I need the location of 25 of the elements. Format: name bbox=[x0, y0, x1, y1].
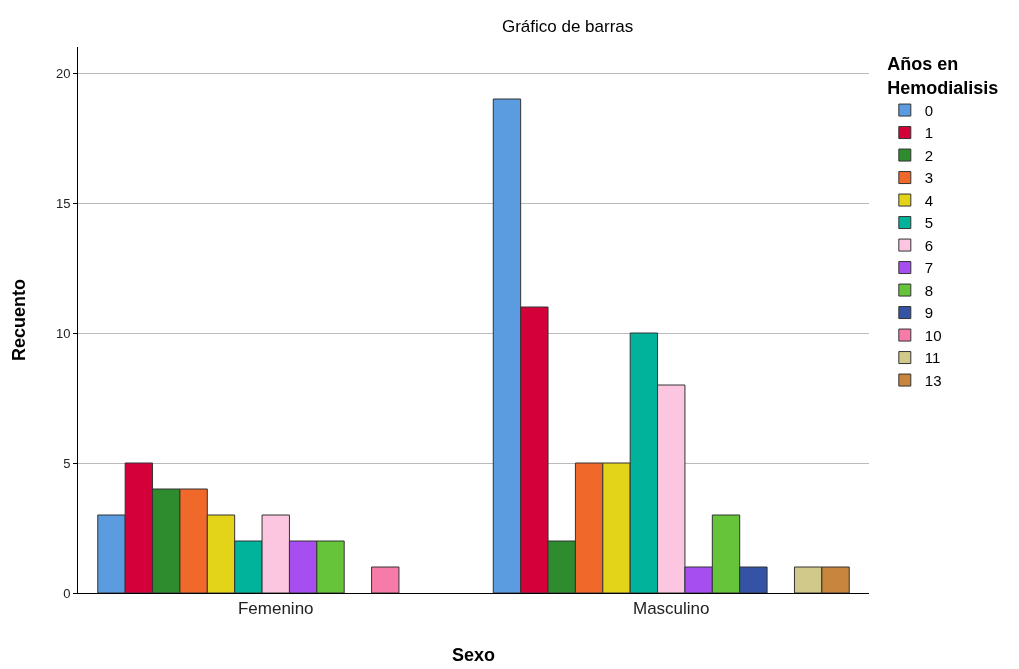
bar bbox=[371, 566, 400, 593]
legend-title: Años en Hemodialisis bbox=[887, 54, 999, 98]
legend-label: 2 bbox=[924, 146, 934, 164]
legend-label: 7 bbox=[924, 259, 934, 277]
legend-label: 1 bbox=[924, 124, 934, 142]
legend-label: 5 bbox=[924, 214, 934, 232]
y-tick-label: 5 bbox=[63, 455, 71, 471]
y-tick-label: 20 bbox=[55, 65, 71, 81]
legend-label: 8 bbox=[924, 281, 934, 299]
y-tick-label: 0 bbox=[63, 585, 71, 601]
chart-title: Gráfico de barras bbox=[501, 16, 634, 36]
legend-label: 9 bbox=[924, 304, 934, 322]
x-tick-label: Femenino bbox=[237, 599, 314, 619]
legend-label: 0 bbox=[924, 101, 934, 119]
legend-label: 10 bbox=[924, 326, 942, 344]
legend-label: 6 bbox=[924, 236, 934, 254]
x-axis-title: Sexo bbox=[451, 644, 496, 665]
legend-label: 13 bbox=[924, 371, 942, 389]
y-axis-title: Recuento bbox=[9, 278, 30, 362]
legend-label: 11 bbox=[924, 349, 941, 367]
x-tick-label: Masculino bbox=[632, 599, 710, 619]
y-tick-label: 10 bbox=[55, 325, 71, 341]
legend-label: 3 bbox=[924, 169, 934, 187]
y-tick-label: 15 bbox=[55, 195, 71, 211]
legend-label: 4 bbox=[924, 191, 934, 209]
